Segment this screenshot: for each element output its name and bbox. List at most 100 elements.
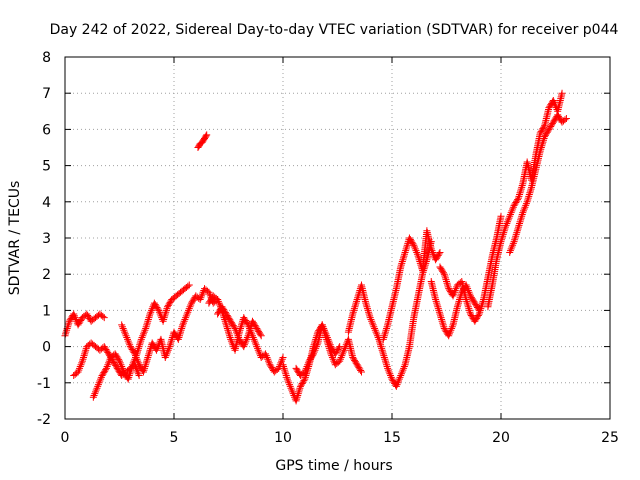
data-point [127,344,135,352]
data-point [293,395,301,403]
data-point [400,364,408,372]
x-tick-label: 10 [274,430,292,446]
data-point [400,252,408,260]
data-point [90,391,98,399]
data-point [312,344,320,352]
data-point [327,343,335,351]
data-point [363,305,371,313]
data-point [436,263,444,271]
data-point [541,131,549,139]
data-point [397,370,405,378]
axis-ticks [64,56,611,420]
data-point [467,311,475,319]
data-point [103,347,111,355]
data-point [436,248,444,256]
data-point [118,323,126,331]
data-point [546,124,554,132]
data-point [105,359,113,367]
data-point [392,382,400,390]
data-point [143,319,151,327]
data-point [179,319,187,327]
data-point [320,325,328,332]
data-point [167,339,175,347]
data-point [214,310,222,318]
data-point [463,299,471,307]
data-point [138,334,146,342]
data-point [373,330,381,338]
data-point [91,390,99,398]
data-point [471,317,479,325]
data-point [510,238,518,246]
data-point [475,310,483,318]
data-point [252,341,260,349]
data-point [409,240,417,248]
data-point [328,353,336,361]
data-point [452,285,460,293]
data-point [398,368,406,376]
data-point [185,306,193,314]
data-point [74,368,82,376]
data-point [170,328,178,336]
data-point [145,348,153,356]
data-point [406,235,414,243]
data-point [70,310,78,318]
data-point [514,194,522,202]
data-point [231,325,239,332]
data-point [329,355,337,363]
data-point [175,332,183,340]
data-point [78,359,86,367]
data-point [352,299,360,307]
y-tick-label: 7 [42,86,51,102]
data-point [185,281,193,289]
data-point [307,354,315,362]
data-point [436,310,444,318]
data-point [284,377,292,385]
data-point [413,248,421,256]
data-point [474,311,482,319]
data-point [370,323,378,331]
data-point [181,315,189,323]
data-point [511,234,519,242]
data-point [254,344,262,352]
data-point [561,116,569,124]
data-point [509,205,517,213]
data-point [162,352,170,360]
data-point [465,305,473,313]
data-point [122,332,130,340]
data-point [163,348,171,356]
series-track-9 [292,321,344,380]
data-point [368,319,376,327]
data-point [262,352,270,360]
data-point [93,384,101,392]
data-point [237,323,245,331]
data-point [265,359,273,367]
data-point [116,359,124,367]
data-point [520,207,528,215]
data-point [349,310,357,318]
series-track-11 [379,227,444,343]
data-point [139,368,147,376]
data-point [77,361,85,369]
data-point [517,185,525,193]
data-point [81,348,89,356]
data-point [470,298,478,306]
data-point [214,309,222,317]
y-tick-label: 4 [42,195,51,211]
data-point [320,326,328,334]
data-point [380,352,388,360]
data-point [223,311,231,319]
data-point [464,303,472,311]
data-point [438,266,446,274]
data-point [134,359,142,367]
data-point [308,353,316,361]
data-point [413,250,421,258]
data-point [440,325,448,332]
data-point [118,364,126,372]
data-point [255,327,263,335]
data-point [83,310,91,318]
data-point [450,288,458,296]
data-point [380,353,388,361]
data-point [508,207,516,215]
data-point [500,229,508,237]
data-point [225,328,232,336]
